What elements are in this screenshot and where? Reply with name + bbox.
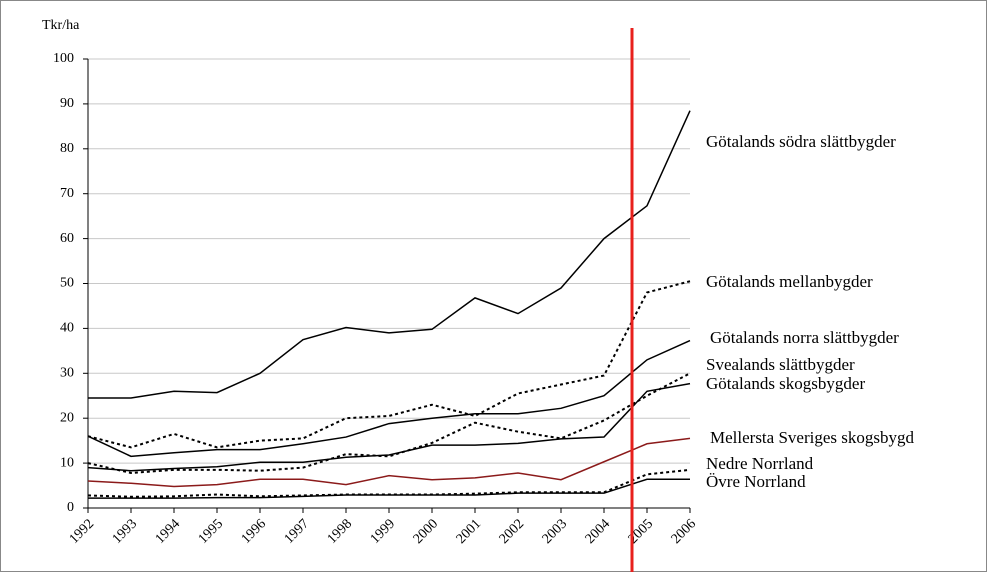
series-line <box>87 339 691 458</box>
series-line <box>88 110 691 399</box>
y-tick-label: 0 <box>67 500 74 515</box>
y-tick-label: 20 <box>60 410 74 425</box>
y-tick-label: 40 <box>60 321 74 336</box>
y-tick-label: 80 <box>60 141 74 156</box>
series-line <box>87 437 691 488</box>
y-tick-label: 90 <box>60 96 74 111</box>
y-tick-label: 100 <box>53 51 74 66</box>
series-label: Götalands södra slättbygder <box>706 132 896 151</box>
series-label: Götalands norra slättbygder <box>710 328 899 347</box>
y-tick-label: 60 <box>60 231 74 246</box>
series-label: Mellersta Sveriges skogsbygd <box>710 428 914 447</box>
y-tick-label: 70 <box>60 186 74 201</box>
y-tick-label: 30 <box>60 366 74 381</box>
y-axis-label: Tkr/ha <box>42 18 80 33</box>
series-label: Svealands slättbygder <box>706 355 855 374</box>
series-line <box>88 478 690 499</box>
series-line <box>87 382 691 472</box>
series-label: Götalands mellanbygder <box>706 272 873 291</box>
series-line <box>87 280 691 449</box>
series-label: Götalands skogsbygder <box>706 374 865 393</box>
y-tick-label: 50 <box>60 276 74 291</box>
series-label: Nedre Norrland <box>706 454 814 473</box>
series-label: Övre Norrland <box>706 472 806 491</box>
y-tick-label: 10 <box>60 455 74 470</box>
